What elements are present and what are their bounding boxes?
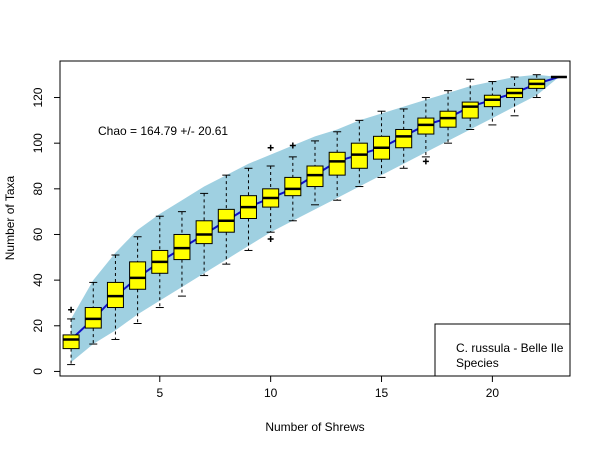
box-body	[461, 101, 479, 119]
legend-line-2: Species	[456, 356, 499, 370]
legend: C. russula - Belle Ile Species	[434, 323, 571, 377]
box-10	[262, 144, 280, 243]
legend-box	[434, 323, 571, 377]
box-body	[129, 261, 147, 290]
box-6	[173, 211, 191, 297]
x-axis: 5 10 15 20	[156, 376, 499, 400]
y-tick-label: 120	[31, 87, 45, 107]
outlier-point	[267, 144, 274, 151]
outlier-point	[289, 142, 296, 149]
y-tick-label: 0	[31, 368, 45, 375]
box-8	[217, 174, 235, 265]
y-tick-label: 60	[31, 227, 45, 241]
box-body	[328, 151, 346, 176]
chao-annotation: Chao = 164.79 +/- 20.61	[98, 124, 228, 138]
x-tick-label: 5	[156, 386, 163, 400]
box-body	[62, 334, 80, 350]
box-7	[195, 192, 213, 277]
box-body	[284, 176, 302, 197]
confidence-band	[71, 74, 559, 363]
y-tick-label: 100	[31, 133, 45, 153]
box-13	[328, 131, 346, 201]
y-tick-label: 40	[31, 273, 45, 287]
x-axis-label: Number of Shrews	[265, 420, 364, 434]
y-axis-label: Number of Taxa	[3, 175, 17, 260]
outlier-point	[422, 158, 429, 165]
box-12	[306, 140, 324, 206]
y-axis: 0 20 40 60 80 100 120	[31, 87, 60, 375]
box-1	[62, 306, 80, 366]
band-area	[71, 74, 559, 363]
box-3	[106, 254, 124, 340]
x-tick-label: 20	[486, 386, 500, 400]
y-tick-label: 80	[31, 182, 45, 196]
box-19	[461, 78, 479, 130]
x-tick-label: 15	[375, 386, 389, 400]
box-18	[439, 90, 457, 144]
legend-line-1: C. russula - Belle Ile	[456, 341, 564, 355]
box-9	[239, 167, 257, 251]
box-body	[195, 220, 213, 245]
outlier-point	[267, 236, 274, 243]
y-tick-label: 20	[31, 319, 45, 333]
plot-frame	[59, 60, 571, 377]
boxplots	[62, 74, 567, 366]
box-5	[151, 215, 169, 309]
box-2	[84, 281, 102, 345]
box-16	[395, 108, 413, 169]
box-17	[417, 97, 435, 165]
box-20	[483, 81, 501, 126]
box-21	[506, 76, 524, 117]
box-4	[129, 236, 147, 324]
box-11	[284, 142, 302, 222]
box-body	[395, 128, 413, 149]
box-15	[373, 110, 391, 178]
box-14	[350, 119, 368, 188]
box-22	[528, 74, 546, 99]
outlier-point	[68, 306, 75, 313]
x-tick-label: 10	[264, 386, 278, 400]
